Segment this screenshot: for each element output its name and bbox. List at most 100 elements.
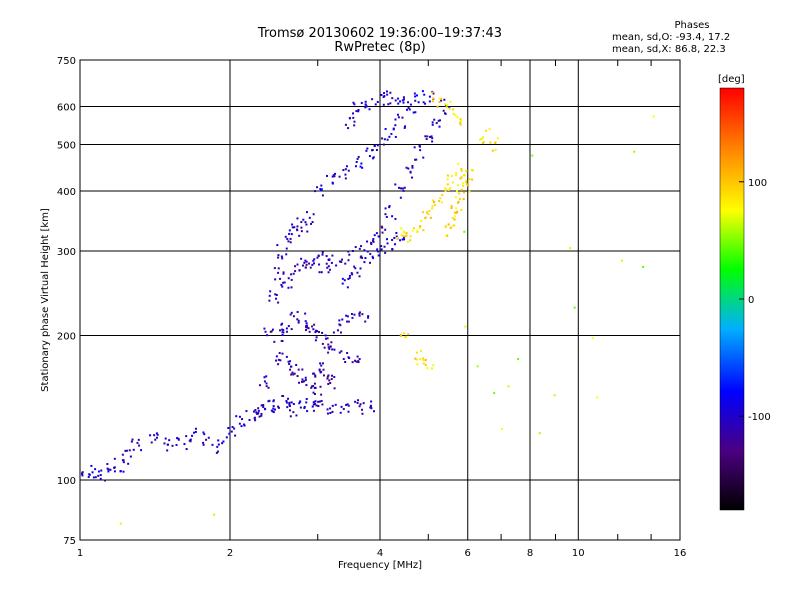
echo-point: [304, 312, 307, 315]
echo-point: [333, 175, 336, 178]
echo-point: [460, 168, 463, 171]
echo-point: [318, 263, 321, 266]
echo-point: [304, 376, 307, 379]
echo-point: [366, 240, 369, 243]
echo-point: [265, 385, 268, 388]
echo-point: [277, 301, 280, 304]
echo-point: [292, 373, 295, 376]
echo-point: [432, 364, 435, 367]
echo-point: [436, 105, 439, 108]
x-tick-label: 2: [227, 548, 233, 559]
phase-stats-x: mean, sd,X: 86.8, 22.3: [612, 44, 726, 55]
echo-point: [412, 111, 415, 114]
echo-point: [290, 328, 293, 331]
echo-point: [403, 236, 406, 239]
echo-point: [301, 264, 304, 267]
echo-point: [327, 343, 330, 346]
echo-point: [312, 409, 315, 412]
echo-point: [591, 337, 594, 340]
echo-point: [414, 158, 417, 161]
x-tick-label: 10: [572, 548, 585, 559]
echo-point: [405, 166, 408, 169]
echo-point: [375, 149, 378, 152]
echo-point: [291, 223, 294, 226]
echo-point: [417, 101, 420, 104]
echo-point: [430, 367, 433, 370]
echo-point: [398, 186, 401, 189]
echo-point: [298, 381, 301, 384]
echo-point: [163, 442, 166, 445]
echo-point: [278, 329, 281, 332]
echo-point: [91, 471, 94, 474]
echo-point: [291, 371, 294, 374]
echo-point: [245, 410, 248, 413]
echo-point: [316, 256, 319, 259]
echo-point: [351, 249, 354, 252]
echo-point: [294, 265, 297, 268]
echo-point: [364, 320, 367, 323]
echo-point: [361, 313, 364, 316]
echo-point: [394, 99, 397, 102]
echo-point: [94, 476, 97, 479]
echo-point: [314, 190, 317, 193]
echo-point: [403, 126, 406, 129]
echo-point: [189, 438, 192, 441]
echo-point: [119, 522, 122, 525]
echo-point: [331, 410, 334, 413]
echo-point: [453, 218, 456, 221]
echo-point: [303, 380, 306, 383]
echo-point: [460, 119, 463, 122]
echo-point: [374, 103, 377, 106]
echo-point: [501, 427, 504, 430]
echo-point: [228, 432, 231, 435]
echo-point: [369, 404, 372, 407]
echo-point: [346, 351, 349, 354]
echo-point: [94, 468, 97, 471]
echo-point: [394, 124, 397, 127]
echo-point: [407, 167, 410, 170]
echo-point: [438, 200, 441, 203]
echo-point: [275, 297, 278, 300]
echo-point: [372, 410, 375, 413]
echo-point: [326, 337, 329, 340]
echo-point: [217, 439, 220, 442]
echo-point: [380, 248, 383, 251]
echo-point: [364, 100, 367, 103]
echo-point: [424, 216, 427, 219]
echo-point: [369, 252, 372, 255]
echo-point: [292, 403, 295, 406]
echo-point: [642, 265, 645, 268]
echo-point: [156, 433, 159, 436]
echo-point: [280, 255, 283, 258]
echo-point: [438, 125, 441, 128]
echo-point: [383, 245, 386, 248]
echo-point: [350, 272, 353, 275]
phase-stats-o: mean, sd,O: -93.4, 17.2: [612, 32, 731, 43]
echo-point: [273, 408, 276, 411]
echo-point: [274, 278, 277, 281]
echo-point: [317, 400, 320, 403]
echo-point: [338, 351, 341, 354]
echo-point: [431, 140, 434, 143]
echo-point: [320, 364, 323, 367]
echo-point: [413, 146, 416, 149]
echo-point: [392, 127, 395, 130]
echo-point: [331, 254, 334, 257]
echo-point: [166, 449, 169, 452]
echo-point: [369, 406, 372, 409]
echo-point: [402, 96, 405, 99]
echo-point: [405, 234, 408, 237]
echo-point: [320, 184, 323, 187]
echo-point: [230, 430, 233, 433]
echo-point: [277, 363, 280, 366]
echo-point: [291, 226, 294, 229]
grid-lines: [80, 60, 680, 540]
echo-point: [390, 132, 393, 135]
echo-point: [347, 127, 350, 130]
echo-point: [285, 247, 288, 250]
echo-point: [312, 259, 315, 262]
echo-point: [255, 412, 258, 415]
echo-point: [418, 226, 421, 229]
echo-point: [260, 412, 263, 415]
echo-point: [406, 240, 409, 243]
